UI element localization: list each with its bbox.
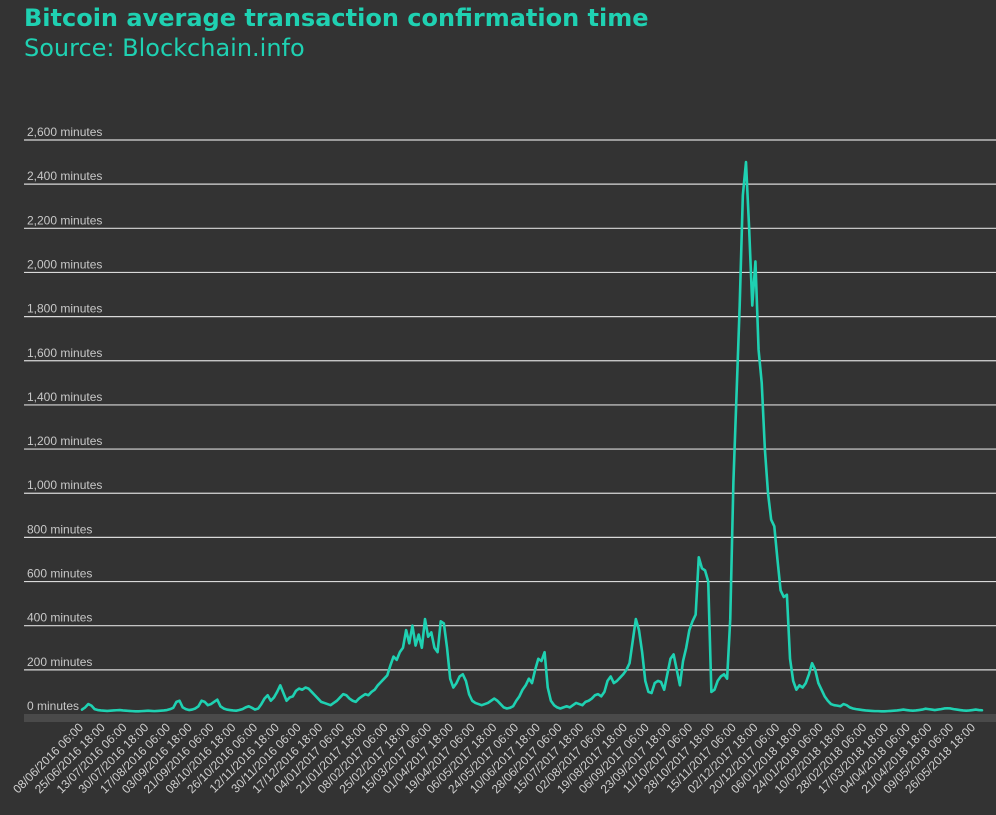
y-tick-label: 200 minutes	[27, 655, 92, 669]
y-tick-label: 1,600 minutes	[27, 346, 102, 360]
y-tick-label: 1,000 minutes	[27, 478, 102, 492]
y-tick-label: 1,800 minutes	[27, 302, 102, 316]
chart-title: Bitcoin average transaction confirmation…	[24, 4, 649, 32]
series-line	[80, 160, 984, 713]
y-tick-label: 0 minutes	[27, 699, 79, 713]
y-tick-label: 1,200 minutes	[27, 434, 102, 448]
chart-subtitle: Source: Blockchain.info	[24, 34, 305, 62]
x-axis-baseline	[24, 714, 996, 722]
y-tick-label: 2,200 minutes	[27, 213, 102, 227]
y-tick-label: 400 minutes	[27, 611, 92, 625]
x-axis-band	[24, 714, 996, 722]
y-axis-labels: 0 minutes 200 minutes 400 minutes 600 minut…	[27, 125, 102, 713]
y-tick-label: 2,600 minutes	[27, 125, 102, 139]
y-tick-label: 2,400 minutes	[27, 169, 102, 183]
y-tick-label: 600 minutes	[27, 567, 92, 581]
series-lines	[80, 160, 984, 713]
y-tick-label: 800 minutes	[27, 522, 92, 536]
gridlines	[24, 139, 996, 671]
y-tick-label: 1,400 minutes	[27, 390, 102, 404]
y-tick-label: 2,000 minutes	[27, 257, 102, 271]
